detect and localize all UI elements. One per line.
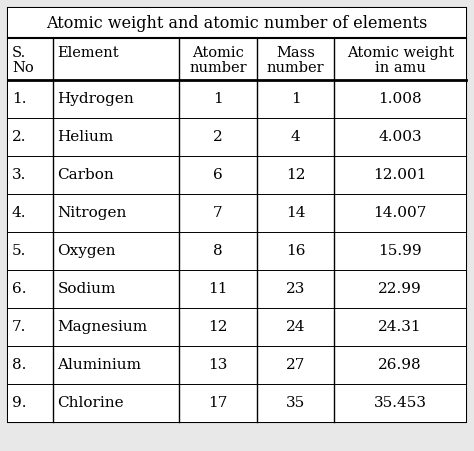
Text: Aluminium: Aluminium <box>57 358 141 372</box>
Text: 11: 11 <box>208 282 228 296</box>
Text: 1.008: 1.008 <box>378 92 422 106</box>
Bar <box>8 308 466 346</box>
Text: 14.007: 14.007 <box>374 206 427 220</box>
Text: 35.453: 35.453 <box>374 396 427 410</box>
Text: 3.: 3. <box>12 168 27 182</box>
Text: 4.003: 4.003 <box>378 130 422 144</box>
Text: 4.: 4. <box>12 206 27 220</box>
Bar <box>8 346 466 384</box>
Text: Hydrogen: Hydrogen <box>57 92 134 106</box>
Text: 7: 7 <box>213 206 223 220</box>
Text: 6.: 6. <box>12 282 27 296</box>
Text: 23: 23 <box>286 282 305 296</box>
Text: 7.: 7. <box>12 320 27 334</box>
Text: 12: 12 <box>208 320 228 334</box>
Text: Carbon: Carbon <box>57 168 114 182</box>
Text: 1.: 1. <box>12 92 27 106</box>
Text: Helium: Helium <box>57 130 114 144</box>
Text: 1: 1 <box>291 92 301 106</box>
Text: Oxygen: Oxygen <box>57 244 116 258</box>
Bar <box>8 194 466 232</box>
Text: Element: Element <box>57 46 119 60</box>
Text: 27: 27 <box>286 358 305 372</box>
Text: 15.99: 15.99 <box>378 244 422 258</box>
Text: 4: 4 <box>291 130 301 144</box>
Text: Sodium: Sodium <box>57 282 116 296</box>
Text: 35: 35 <box>286 396 305 410</box>
Bar <box>8 156 466 194</box>
Text: 6: 6 <box>213 168 223 182</box>
Text: 24.31: 24.31 <box>378 320 422 334</box>
Text: Nitrogen: Nitrogen <box>57 206 127 220</box>
Text: 13: 13 <box>208 358 228 372</box>
Bar <box>8 384 466 422</box>
Text: No: No <box>12 61 34 75</box>
Text: 22.99: 22.99 <box>378 282 422 296</box>
Bar <box>8 270 466 308</box>
Text: 1: 1 <box>213 92 223 106</box>
Text: 14: 14 <box>286 206 305 220</box>
Text: Chlorine: Chlorine <box>57 396 124 410</box>
Bar <box>8 38 466 80</box>
Text: Atomic weight: Atomic weight <box>346 46 454 60</box>
Text: 2.: 2. <box>12 130 27 144</box>
Text: 9.: 9. <box>12 396 27 410</box>
Text: 5.: 5. <box>12 244 27 258</box>
Text: 8.: 8. <box>12 358 27 372</box>
Text: 12.001: 12.001 <box>374 168 427 182</box>
Text: 8: 8 <box>213 244 223 258</box>
Text: 26.98: 26.98 <box>378 358 422 372</box>
Text: 12: 12 <box>286 168 305 182</box>
Text: Atomic weight and atomic number of elements: Atomic weight and atomic number of eleme… <box>46 14 428 32</box>
Bar <box>8 80 466 118</box>
Bar <box>8 118 466 156</box>
Text: 16: 16 <box>286 244 305 258</box>
Text: Magnesium: Magnesium <box>57 320 147 334</box>
Text: Mass: Mass <box>276 46 315 60</box>
Text: S.: S. <box>12 46 26 60</box>
Text: Atomic: Atomic <box>192 46 244 60</box>
Bar <box>8 8 466 38</box>
Text: in amu: in amu <box>375 61 426 75</box>
Text: 24: 24 <box>286 320 305 334</box>
Text: number: number <box>267 61 324 75</box>
Bar <box>8 232 466 270</box>
Text: 2: 2 <box>213 130 223 144</box>
Text: number: number <box>189 61 246 75</box>
Text: 17: 17 <box>208 396 228 410</box>
